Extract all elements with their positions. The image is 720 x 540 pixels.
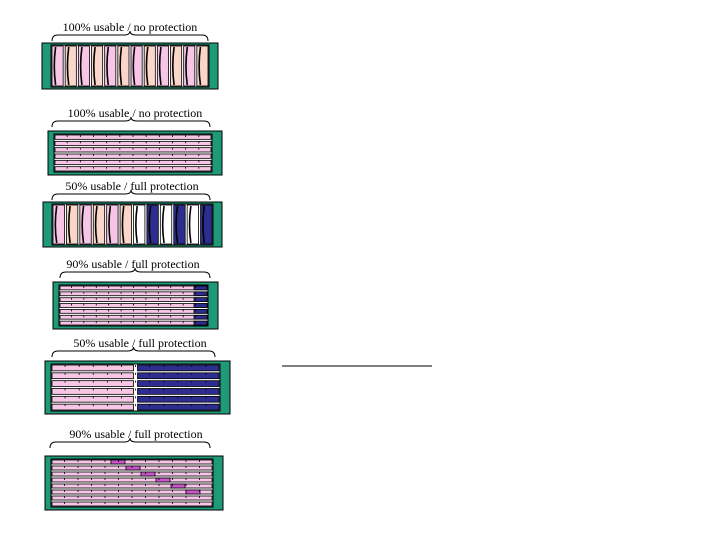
- caption-brace: [51, 116, 211, 128]
- disk: [130, 45, 143, 87]
- disk-handle: [175, 205, 179, 244]
- disk: [200, 204, 213, 245]
- panel-caption: 100% usable / no protection: [63, 20, 198, 34]
- panel-caption: 90% usable / full protection: [66, 257, 199, 271]
- disk: [106, 204, 119, 245]
- disk-handle: [161, 205, 165, 244]
- parity-block: [170, 483, 186, 489]
- parity-block: [193, 285, 208, 291]
- disk: [170, 45, 183, 87]
- disk: [79, 204, 92, 245]
- disk-enclosure: [47, 130, 223, 176]
- disk-handle: [202, 205, 206, 244]
- disk-handle: [188, 205, 192, 244]
- disk: [51, 364, 134, 372]
- parity-block: [185, 489, 201, 495]
- disk: [143, 45, 156, 87]
- disk-bay: [50, 44, 210, 88]
- disk: [173, 204, 186, 245]
- disk-bay: [51, 203, 214, 246]
- disk: [159, 204, 173, 245]
- caption-brace: [59, 267, 211, 279]
- disk: [77, 45, 90, 87]
- disk: [133, 204, 146, 245]
- disk: [51, 395, 134, 403]
- disk-handle: [135, 205, 138, 244]
- disk-handle: [148, 205, 152, 244]
- disk-handle: [67, 205, 71, 244]
- mirror-disk: [137, 395, 220, 403]
- disk-handle: [66, 46, 70, 86]
- disk-handle: [121, 205, 125, 244]
- panel-caption: 90% usable / full protection: [69, 427, 202, 441]
- caption-brace: [51, 346, 216, 358]
- disk-bay: [50, 363, 221, 412]
- disk: [196, 45, 209, 87]
- caption-brace: [49, 437, 211, 449]
- disk-handle: [81, 205, 85, 244]
- disk-enclosure: [44, 455, 224, 511]
- disk: [183, 45, 196, 87]
- parity-block: [140, 471, 156, 477]
- disk: [51, 388, 134, 395]
- disk: [91, 45, 104, 87]
- disk-handle: [185, 46, 189, 86]
- disk: [104, 45, 117, 87]
- disk: [117, 45, 130, 87]
- disk-handle: [79, 46, 83, 86]
- panel-caption: 50% usable / full protection: [73, 336, 206, 350]
- disk: [92, 204, 106, 245]
- disk-enclosure: [44, 360, 231, 415]
- disk-handle: [198, 46, 202, 86]
- disk: [51, 380, 134, 387]
- disk: [64, 45, 77, 87]
- parity-block: [193, 314, 208, 320]
- mirror-disk: [137, 380, 220, 387]
- disk-enclosure: [42, 201, 223, 248]
- parity-block: [193, 291, 208, 297]
- disk-handle: [92, 46, 96, 86]
- disk-bay: [53, 133, 213, 173]
- parity-block: [110, 459, 126, 465]
- parity-block: [193, 320, 208, 326]
- mirror-disk: [137, 372, 220, 380]
- disk-handle: [171, 46, 175, 86]
- mirror-disk: [137, 364, 220, 372]
- disk: [51, 45, 64, 87]
- disk: [119, 204, 132, 245]
- parity-block: [125, 465, 141, 471]
- disk-handle: [108, 205, 112, 244]
- disk-handle: [132, 46, 136, 86]
- panel-caption: 50% usable / full protection: [65, 179, 198, 193]
- parity-block: [155, 477, 171, 483]
- disk-handle: [94, 205, 98, 244]
- disk: [52, 204, 65, 245]
- mirror-disk: [137, 388, 220, 395]
- disk-handle: [53, 46, 57, 86]
- parity-block: [193, 297, 208, 302]
- disk: [186, 204, 199, 245]
- disk-handle: [54, 205, 58, 244]
- disk: [51, 403, 134, 411]
- caption-brace: [51, 189, 211, 201]
- mirror-disk: [137, 403, 220, 411]
- disk-enclosure: [41, 42, 219, 90]
- disk: [146, 204, 159, 245]
- disk-handle: [158, 46, 162, 86]
- disk-handle: [106, 46, 110, 86]
- disk-handle: [145, 46, 149, 86]
- disk: [156, 45, 169, 87]
- disk: [66, 204, 79, 245]
- panel-caption: 100% usable / no protection: [68, 106, 203, 120]
- parity-block: [193, 309, 208, 314]
- disk-handle: [119, 46, 123, 86]
- disk: [51, 372, 134, 380]
- disk-enclosure: [52, 281, 219, 330]
- parity-block: [193, 303, 208, 308]
- caption-brace: [51, 30, 209, 42]
